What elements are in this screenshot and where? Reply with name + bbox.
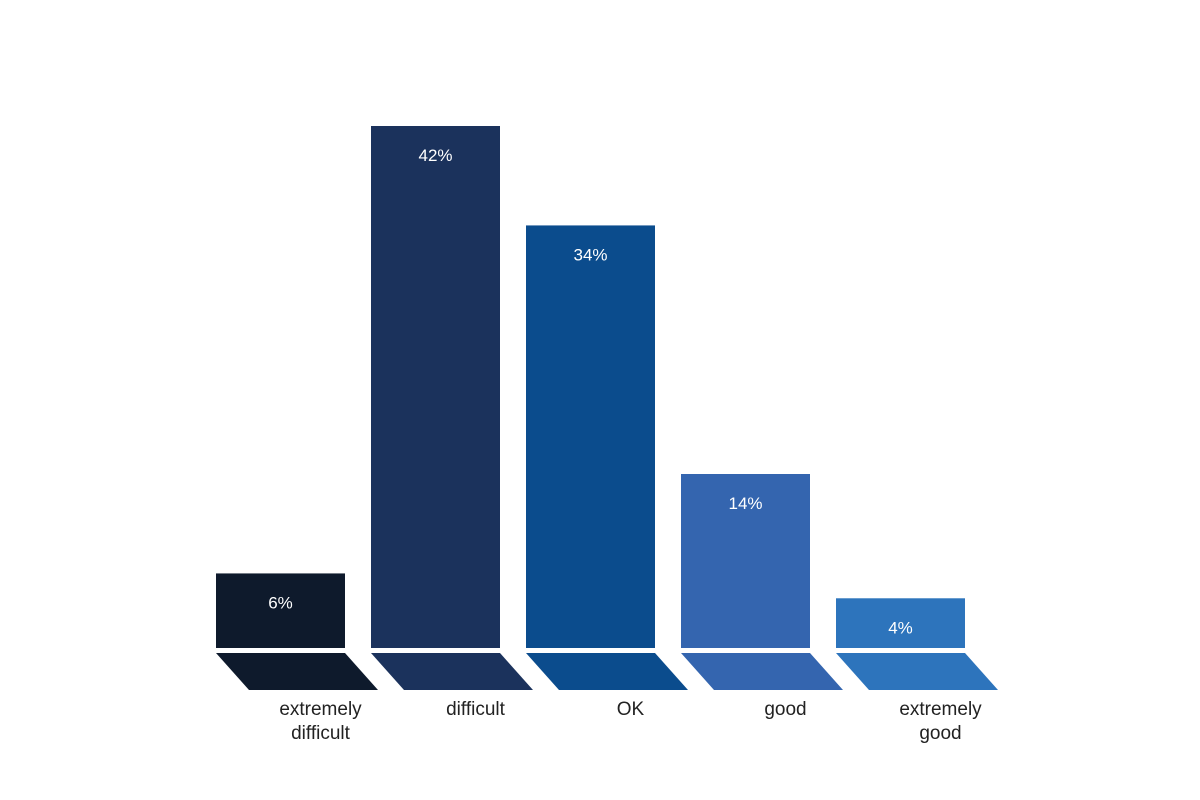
bar-3 [681, 474, 810, 648]
bars-group [216, 126, 965, 648]
bar-bases-group [216, 653, 998, 690]
bar-base-3 [681, 653, 843, 690]
category-label-2-line-0: OK [617, 699, 645, 720]
category-label-4-line-0: extremely [899, 699, 982, 720]
category-label-0-line-0: extremely [279, 699, 362, 720]
category-label-0: extremely difficult [279, 699, 362, 744]
value-labels-group: 6% 42% 34% 14% 4% [268, 146, 913, 637]
bar-base-1 [371, 653, 533, 690]
category-label-3: good [764, 699, 806, 720]
category-label-4: extremely good [899, 699, 982, 744]
value-label-1: 42% [418, 146, 452, 165]
value-label-0: 6% [268, 593, 293, 612]
value-label-4: 4% [888, 618, 913, 637]
category-label-0-line-1: difficult [291, 723, 351, 744]
bar-2 [526, 225, 655, 648]
category-label-4-line-1: good [919, 723, 961, 744]
bar-base-4 [836, 653, 998, 690]
value-label-2: 34% [573, 245, 607, 264]
value-label-3: 14% [728, 494, 762, 513]
bar-1 [371, 126, 500, 648]
category-label-2: OK [617, 699, 645, 720]
category-label-3-line-0: good [764, 699, 806, 720]
bar-0 [216, 573, 345, 648]
bar-base-2 [526, 653, 688, 690]
category-label-1-line-0: difficult [446, 699, 506, 720]
bar-4 [836, 598, 965, 648]
bar-base-0 [216, 653, 378, 690]
category-label-1: difficult [446, 699, 506, 720]
